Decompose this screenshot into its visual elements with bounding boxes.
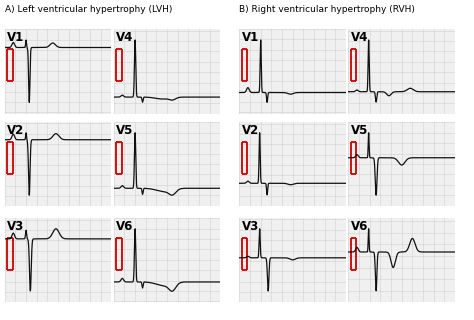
Text: V2: V2 — [241, 124, 259, 137]
Text: A) Left ventricular hypertrophy (LVH): A) Left ventricular hypertrophy (LVH) — [5, 5, 172, 14]
Text: B) Right ventricular hypertrophy (RVH): B) Right ventricular hypertrophy (RVH) — [239, 5, 415, 14]
Text: V5: V5 — [116, 124, 133, 137]
Text: V2: V2 — [7, 124, 24, 137]
Text: V3: V3 — [241, 220, 259, 233]
Text: V5: V5 — [350, 124, 368, 137]
Text: V1: V1 — [241, 31, 259, 44]
Text: V1: V1 — [7, 31, 24, 44]
Text: V4: V4 — [350, 31, 368, 44]
Text: V6: V6 — [116, 220, 133, 233]
Text: V3: V3 — [7, 220, 24, 233]
Text: V6: V6 — [350, 220, 368, 233]
Text: V4: V4 — [116, 31, 133, 44]
